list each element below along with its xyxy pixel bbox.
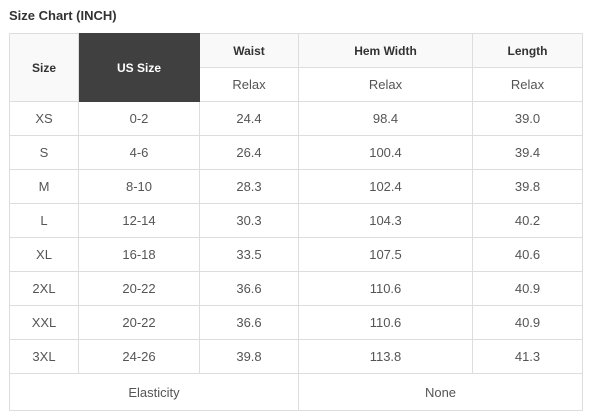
- cell-waist: 24.4: [199, 101, 299, 136]
- cell-us-size: 8-10: [78, 169, 200, 204]
- cell-length: 41.3: [472, 339, 583, 374]
- cell-waist: 26.4: [199, 135, 299, 170]
- elasticity-row: Elasticity None: [9, 373, 583, 411]
- table-row: 3XL 24-26 39.8 113.8 41.3: [9, 339, 583, 374]
- cell-waist: 30.3: [199, 203, 299, 238]
- cell-hem-width: 110.6: [298, 271, 473, 306]
- cell-hem-width: 98.4: [298, 101, 473, 136]
- cell-us-size: 4-6: [78, 135, 200, 170]
- elasticity-label: Elasticity: [9, 373, 299, 411]
- table-row: XXL 20-22 36.6 110.6 40.9: [9, 305, 583, 340]
- cell-us-size: 12-14: [78, 203, 200, 238]
- header-length: Length: [472, 33, 583, 68]
- cell-size: XXL: [9, 305, 79, 340]
- cell-length: 40.9: [472, 305, 583, 340]
- cell-length: 40.2: [472, 203, 583, 238]
- cell-hem-width: 113.8: [298, 339, 473, 374]
- header-waist: Waist: [199, 33, 299, 68]
- chart-title: Size Chart (INCH): [9, 8, 117, 23]
- table-row: XL 16-18 33.5 107.5 40.6: [9, 237, 583, 272]
- cell-waist: 39.8: [199, 339, 299, 374]
- cell-size: M: [9, 169, 79, 204]
- cell-hem-width: 110.6: [298, 305, 473, 340]
- cell-hem-width: 100.4: [298, 135, 473, 170]
- cell-us-size: 0-2: [78, 101, 200, 136]
- table-row: 2XL 20-22 36.6 110.6 40.9: [9, 271, 583, 306]
- cell-size: 3XL: [9, 339, 79, 374]
- header-us-size: US Size: [78, 33, 200, 102]
- subheader-length: Relax: [472, 67, 583, 102]
- cell-us-size: 16-18: [78, 237, 200, 272]
- subheader-waist: Relax: [199, 67, 299, 102]
- cell-length: 40.6: [472, 237, 583, 272]
- cell-waist: 36.6: [199, 271, 299, 306]
- cell-us-size: 20-22: [78, 271, 200, 306]
- table-row: XS 0-2 24.4 98.4 39.0: [9, 101, 583, 136]
- cell-us-size: 20-22: [78, 305, 200, 340]
- table-row: L 12-14 30.3 104.3 40.2: [9, 203, 583, 238]
- cell-hem-width: 102.4: [298, 169, 473, 204]
- cell-size: S: [9, 135, 79, 170]
- cell-size: XL: [9, 237, 79, 272]
- cell-waist: 33.5: [199, 237, 299, 272]
- size-chart-table: Size US Size Waist Hem Width Length Rela…: [9, 33, 583, 411]
- cell-waist: 36.6: [199, 305, 299, 340]
- cell-hem-width: 104.3: [298, 203, 473, 238]
- cell-length: 40.9: [472, 271, 583, 306]
- cell-us-size: 24-26: [78, 339, 200, 374]
- table-row: S 4-6 26.4 100.4 39.4: [9, 135, 583, 170]
- cell-length: 39.8: [472, 169, 583, 204]
- header-hem-width: Hem Width: [298, 33, 473, 68]
- table-row: M 8-10 28.3 102.4 39.8: [9, 169, 583, 204]
- cell-hem-width: 107.5: [298, 237, 473, 272]
- cell-size: L: [9, 203, 79, 238]
- subheader-hem: Relax: [298, 67, 473, 102]
- cell-size: 2XL: [9, 271, 79, 306]
- cell-size: XS: [9, 101, 79, 136]
- cell-waist: 28.3: [199, 169, 299, 204]
- cell-length: 39.4: [472, 135, 583, 170]
- elasticity-value: None: [298, 373, 583, 411]
- cell-length: 39.0: [472, 101, 583, 136]
- header-size: Size: [9, 33, 79, 102]
